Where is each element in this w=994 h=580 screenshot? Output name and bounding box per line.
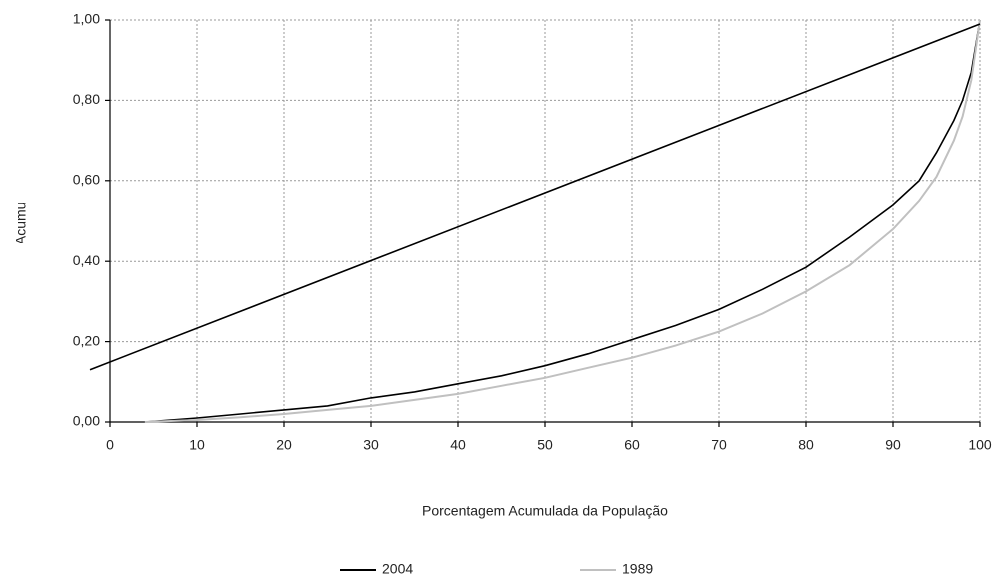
x-tick-label: 100 [968,437,992,453]
y-tick-label: 0,00 [73,413,100,429]
y-tick-label: 0,20 [73,332,100,348]
x-tick-label: 90 [885,437,901,453]
x-tick-label: 0 [106,437,114,453]
y-tick-label: 0,60 [73,172,100,188]
y-tick-label: 0,40 [73,252,100,268]
x-tick-label: 30 [363,437,379,453]
series-line [144,19,981,423]
x-tick-label: 80 [798,437,814,453]
x-tick-label: 60 [624,437,640,453]
legend-label: 1989 [622,561,653,577]
x-tick-label: 70 [711,437,727,453]
legend-label: 2004 [382,561,413,577]
y-tick-label: 0,80 [73,91,100,107]
x-axis-label: Porcentagem Acumulada da População [422,503,668,519]
y-axis-label: Porcentagem Acumulada da Renda [13,110,29,331]
x-tick-label: 40 [450,437,466,453]
y-tick-label: 1,00 [73,11,100,27]
x-tick-label: 50 [537,437,553,453]
series-line [144,19,981,423]
x-tick-label: 10 [189,437,205,453]
series-line [89,23,981,371]
x-tick-label: 20 [276,437,292,453]
